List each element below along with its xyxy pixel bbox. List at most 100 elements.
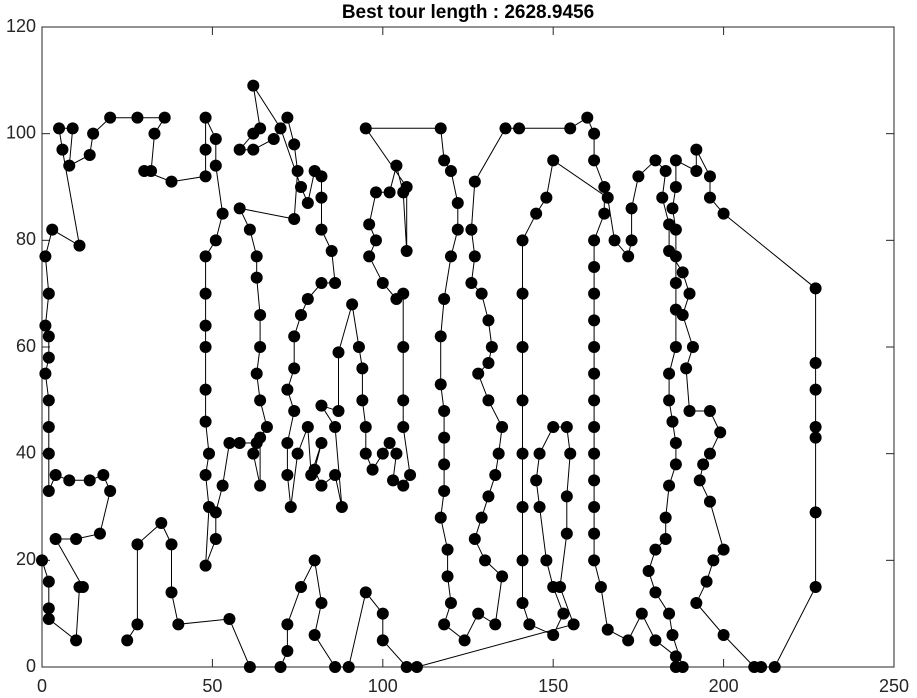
city-marker (516, 394, 529, 407)
city-marker (444, 597, 457, 609)
city-marker (717, 629, 730, 641)
city-marker (492, 447, 505, 460)
city-marker (676, 266, 689, 279)
city-marker (42, 394, 55, 407)
city-marker (329, 661, 342, 673)
city-marker (809, 581, 822, 593)
city-marker (748, 661, 761, 673)
city-marker (42, 613, 55, 625)
city-marker (254, 309, 267, 321)
city-marker (472, 607, 485, 620)
city-marker (663, 607, 676, 620)
city-marker (516, 341, 529, 353)
city-marker (366, 463, 379, 476)
city-marker (254, 479, 267, 492)
city-marker (121, 634, 134, 647)
city-marker (209, 506, 222, 519)
city-marker (438, 154, 451, 167)
city-marker (325, 245, 338, 257)
city-marker (63, 474, 76, 487)
city-marker (288, 330, 301, 343)
city-marker (588, 421, 601, 433)
city-marker (588, 501, 601, 513)
city-marker (683, 287, 696, 300)
city-marker (223, 437, 236, 449)
city-marker (165, 586, 178, 599)
city-marker (642, 565, 655, 577)
plot-area (41, 26, 895, 668)
city-marker (717, 207, 730, 220)
city-marker (267, 133, 280, 145)
city-marker (547, 421, 560, 433)
city-marker (496, 421, 509, 433)
y-tick-label: 40 (16, 442, 36, 462)
city-marker (475, 511, 488, 524)
city-marker (397, 421, 410, 433)
city-marker (281, 111, 294, 124)
city-marker (700, 575, 713, 588)
city-marker (438, 485, 451, 497)
city-marker (656, 191, 669, 204)
city-marker (516, 447, 529, 460)
city-marker (39, 250, 52, 263)
city-marker (588, 127, 601, 140)
city-marker (564, 122, 577, 135)
city-marker (809, 282, 822, 295)
city-marker (250, 271, 263, 284)
city-marker (281, 645, 294, 657)
city-marker (451, 197, 464, 209)
city-marker (809, 383, 822, 396)
city-marker (434, 378, 447, 391)
city-marker (465, 277, 478, 289)
city-marker (482, 314, 495, 327)
city-marker (93, 527, 106, 540)
x-tick-label: 100 (368, 676, 398, 696)
city-marker (359, 586, 372, 599)
city-marker (663, 394, 676, 407)
city-marker (400, 245, 413, 257)
city-marker (308, 629, 321, 641)
city-marker (516, 501, 529, 513)
city-marker (70, 634, 83, 647)
city-marker (588, 367, 601, 380)
city-marker (301, 293, 314, 305)
city-marker (363, 250, 376, 263)
city-marker (438, 405, 451, 417)
city-marker (315, 437, 328, 449)
y-tick-label: 60 (16, 336, 36, 356)
city-marker (659, 533, 672, 545)
city-marker (588, 341, 601, 353)
city-marker (475, 287, 488, 300)
city-marker (622, 634, 635, 647)
city-marker (659, 165, 672, 177)
city-marker (376, 447, 389, 460)
city-marker (434, 122, 447, 135)
city-marker (676, 661, 689, 673)
city-marker (202, 447, 215, 460)
city-marker (390, 293, 403, 305)
city-marker (247, 447, 260, 460)
city-marker (199, 341, 212, 353)
city-marker (243, 223, 256, 236)
city-marker (199, 383, 212, 396)
city-marker (438, 458, 451, 471)
city-marker (588, 287, 601, 300)
city-marker (288, 405, 301, 417)
city-marker (540, 554, 553, 567)
city-marker (356, 394, 369, 407)
city-marker (199, 319, 212, 332)
city-marker (404, 469, 417, 481)
city-marker (693, 474, 706, 487)
city-marker (376, 277, 389, 289)
city-marker (301, 197, 314, 209)
city-marker (49, 533, 62, 545)
city-marker (441, 543, 454, 556)
x-tick-label: 50 (202, 676, 222, 696)
city-marker (666, 202, 679, 215)
city-marker (199, 170, 212, 183)
city-marker (557, 607, 570, 620)
city-marker (649, 634, 662, 647)
city-marker (42, 602, 55, 615)
city-marker (588, 154, 601, 167)
